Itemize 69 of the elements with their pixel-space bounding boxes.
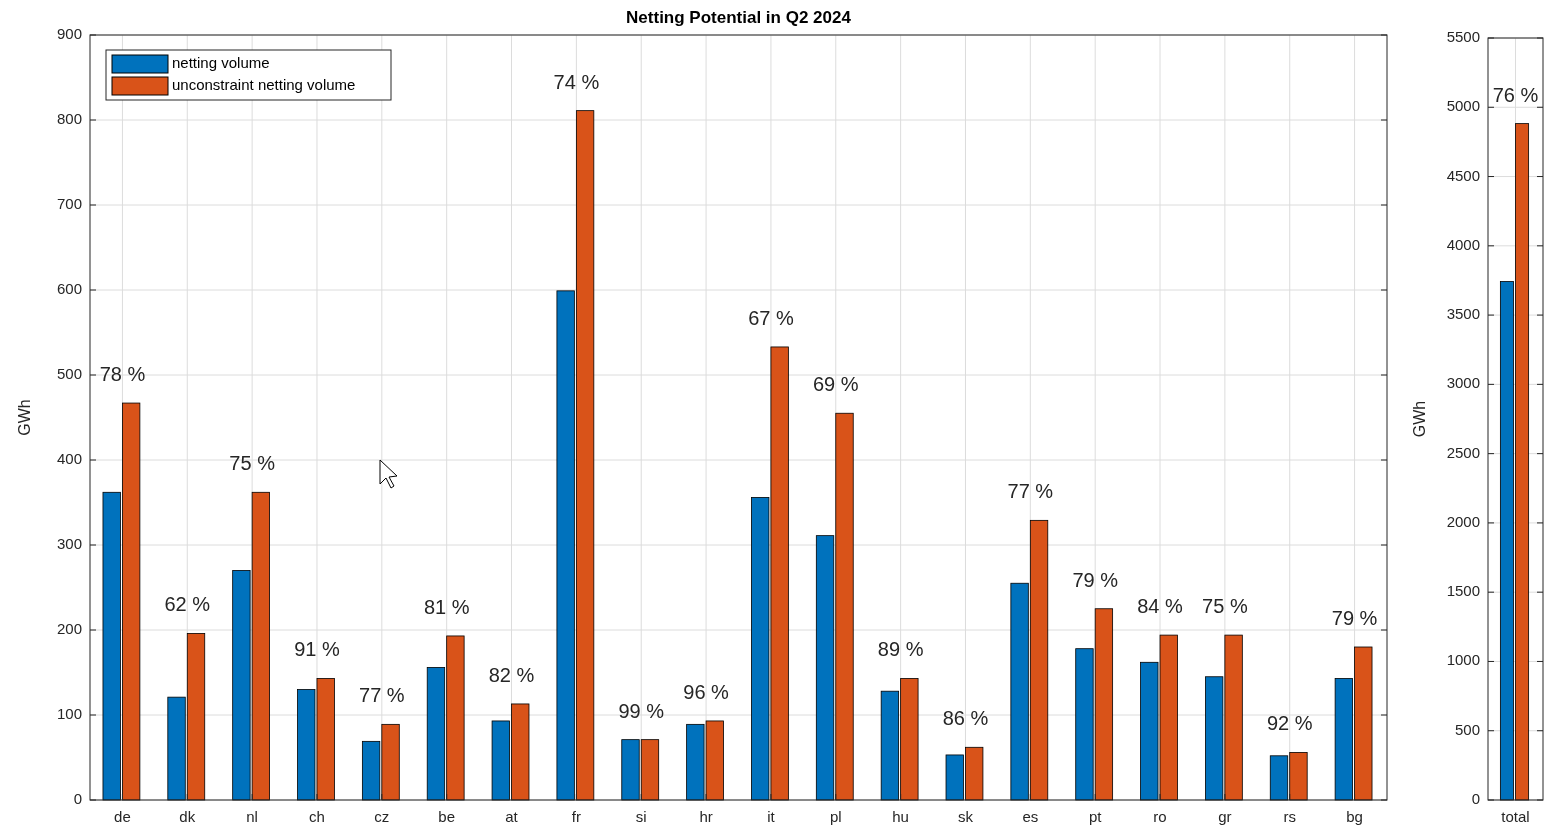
x-tick-label: hr	[699, 808, 713, 825]
y-tick-label: 200	[56, 619, 82, 637]
y-tick-label: 1000	[1446, 651, 1480, 669]
annotation: 79 %	[1331, 607, 1378, 629]
x-tick-label: nl	[246, 808, 258, 825]
y-tick-label: 4000	[1446, 235, 1480, 253]
x-tick-label: rs	[1283, 808, 1296, 825]
annotation: 77 %	[1007, 480, 1054, 503]
y-tick-label: 2500	[1446, 443, 1480, 461]
y-tick-label: 500	[1454, 720, 1480, 738]
x-tick-label: dk	[179, 808, 196, 825]
x-tick-label: hu	[892, 808, 909, 825]
legend-label: unconstraint netting volume	[172, 75, 356, 93]
y-tick-label: 500	[56, 364, 82, 382]
annotation: 86 %	[942, 707, 989, 730]
y-axis-title: GWh	[1411, 400, 1428, 438]
y-tick-label: 0	[73, 789, 82, 807]
y-tick-label: 3500	[1446, 305, 1480, 323]
x-tick-label: ro	[1153, 808, 1167, 825]
annotation: 81 %	[423, 595, 470, 618]
annotation: 89 %	[877, 638, 924, 661]
x-tick-label: de	[114, 808, 131, 825]
y-tick-label: 4500	[1446, 166, 1480, 184]
x-tick-label: si	[635, 808, 647, 825]
x-tick-label: it	[767, 808, 776, 825]
y-tick-label: 100	[56, 704, 82, 722]
x-tick-label: bg	[1346, 808, 1363, 825]
y-tick-label: 400	[56, 449, 82, 467]
annotation: 82 %	[488, 663, 535, 686]
x-tick-label: total	[1501, 808, 1530, 825]
annotation: 91 %	[294, 638, 340, 661]
annotation: 69 %	[812, 373, 859, 396]
annotation: 74 %	[553, 70, 600, 93]
x-tick-label: cz	[374, 808, 390, 825]
annotation: 79 %	[1072, 568, 1119, 591]
annotation: 77 %	[359, 684, 405, 707]
annotation: 76 %	[1492, 83, 1539, 106]
annotation: 78 %	[99, 363, 146, 386]
x-tick-label: sk	[957, 808, 974, 825]
annotation: 96 %	[683, 680, 730, 703]
annotation: 75 %	[1202, 595, 1248, 618]
y-tick-label: 0	[1471, 789, 1480, 807]
x-tick-label: at	[505, 808, 519, 825]
y-axis-title: GWh	[16, 399, 33, 436]
x-tick-label: be	[438, 808, 456, 825]
y-tick-label: 700	[56, 194, 82, 212]
y-tick-label: 600	[56, 279, 82, 297]
annotation: 92 %	[1266, 712, 1313, 735]
y-tick-label: 300	[56, 534, 82, 552]
chart-title: Netting Potential in Q2 2024	[626, 8, 852, 27]
y-tick-label: 800	[56, 109, 82, 127]
y-tick-label: 2000	[1446, 512, 1480, 530]
x-tick-label: pl	[829, 808, 842, 825]
annotation: 67 %	[748, 306, 794, 329]
annotation: 84 %	[1137, 595, 1184, 618]
y-tick-label: 1500	[1446, 582, 1480, 600]
y-tick-label: 5000	[1446, 97, 1480, 115]
annotation: 62 %	[164, 593, 211, 616]
y-tick-label: 3000	[1446, 374, 1480, 392]
x-tick-label: ch	[309, 808, 325, 825]
x-tick-label: es	[1022, 808, 1039, 825]
y-tick-label: 5500	[1446, 27, 1480, 45]
x-tick-label: fr	[571, 808, 581, 825]
annotation: 99 %	[618, 699, 665, 722]
x-tick-label: gr	[1218, 808, 1232, 825]
y-tick-label: 900	[56, 24, 82, 42]
annotation: 75 %	[229, 452, 276, 475]
legend-label: netting volume	[172, 53, 270, 71]
x-tick-label: pt	[1088, 808, 1103, 825]
